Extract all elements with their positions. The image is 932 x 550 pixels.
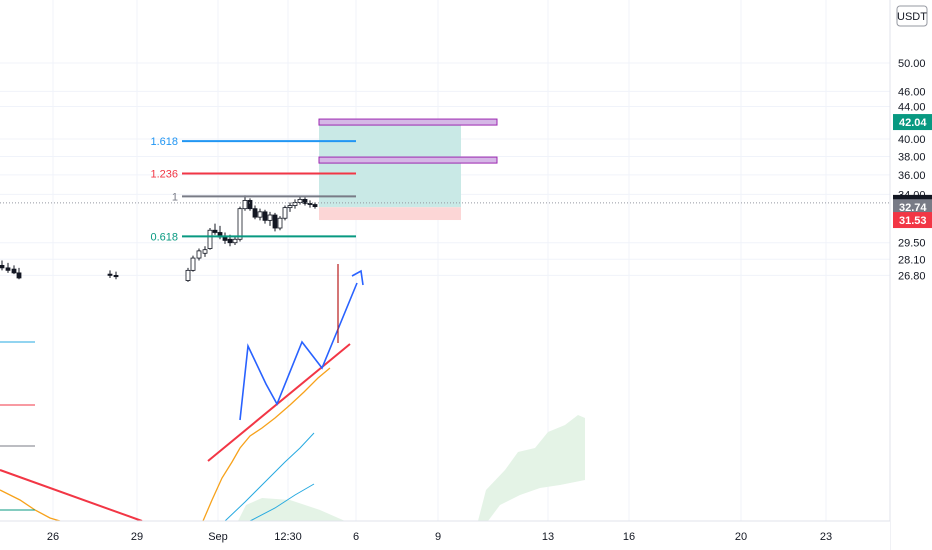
stop-zone <box>319 207 461 221</box>
time-tick-label: 26 <box>47 531 59 543</box>
unit-label: USDT <box>897 11 927 23</box>
candle-body <box>11 268 17 274</box>
time-tick-label: 23 <box>820 531 832 543</box>
time-tick-label: 13 <box>542 531 554 543</box>
candle-body <box>302 199 308 204</box>
ichimoku-cloud <box>238 415 585 521</box>
moving-averages <box>0 341 331 522</box>
price-tick-label: 46.00 <box>898 86 926 98</box>
time-tick-label: 6 <box>353 531 359 543</box>
drawing-tools[interactable] <box>0 264 364 522</box>
descending-trend-line <box>0 469 143 522</box>
ma-slow-line <box>224 432 315 522</box>
price-tick-label: 44.00 <box>898 102 926 114</box>
candle-body <box>237 208 243 240</box>
candle-body <box>196 250 202 259</box>
ma-fast-line <box>0 489 61 522</box>
price-badge <box>893 199 932 216</box>
time-tick-label: 20 <box>735 531 747 543</box>
fib-level-label: 0.618 <box>150 231 178 243</box>
candle-body <box>267 214 273 221</box>
price-tick-label: 38.00 <box>898 151 926 163</box>
time-axis-background <box>0 521 890 550</box>
price-badge-label: 42.04 <box>899 117 927 129</box>
candle-body <box>190 257 196 271</box>
long-position-tool[interactable] <box>319 122 461 221</box>
candle-body <box>257 211 263 218</box>
price-tick-label: 40.00 <box>898 134 926 146</box>
candle-body <box>222 236 228 241</box>
ma-slow-line <box>249 483 315 522</box>
price-badge <box>893 114 932 131</box>
candle-body <box>242 200 248 210</box>
candle-body <box>307 203 313 205</box>
fib-level-label: 1.618 <box>150 136 178 148</box>
time-tick-label: 9 <box>435 531 441 543</box>
candle-body <box>207 229 213 249</box>
resistance-zone <box>318 118 498 126</box>
projection-arrowhead <box>351 269 364 286</box>
candle-body <box>247 200 253 210</box>
candle-body <box>5 267 11 271</box>
resistance-zones[interactable] <box>318 118 498 164</box>
price-axis[interactable]: 50.0046.0044.0040.0038.0036.0034.0029.50… <box>889 0 932 550</box>
candle-body <box>252 208 258 218</box>
candle-body <box>212 229 218 233</box>
ascending-trend-line <box>207 343 351 462</box>
time-tick-label: 29 <box>131 531 143 543</box>
candle-body <box>277 217 283 229</box>
cloud-area <box>238 498 345 521</box>
price-tick-label: 36.00 <box>898 170 926 182</box>
candle-body <box>0 264 5 269</box>
fibonacci-retracement[interactable]: 1.618 1.236 1 0.618 <box>0 136 890 243</box>
price-axis-background <box>890 0 932 550</box>
price-badge-label: 31.53 <box>899 215 927 227</box>
candle-body <box>287 205 293 209</box>
cloud-area <box>478 415 585 521</box>
candle-body <box>232 238 238 244</box>
candle-body <box>272 214 278 229</box>
time-tick-label: 16 <box>623 531 635 543</box>
time-tick-label: 12:30 <box>274 531 302 543</box>
candle-body <box>185 269 191 281</box>
candle-body <box>107 273 113 276</box>
price-badge <box>893 212 932 229</box>
candle-body <box>16 272 22 279</box>
ma-fast-line <box>202 367 331 522</box>
candle-body <box>297 199 303 203</box>
resistance-zone <box>318 156 498 164</box>
candle-body <box>227 238 233 244</box>
candle-body <box>202 249 208 254</box>
fib-level-label: 1.236 <box>150 168 178 180</box>
price-tick-label: 28.10 <box>898 254 926 266</box>
price-tick-label: 50.00 <box>898 58 926 70</box>
candle-body <box>282 207 288 219</box>
time-tick-label: Sep <box>208 531 228 543</box>
candle-body <box>113 275 119 278</box>
unit-badge <box>896 5 928 27</box>
candle-body <box>312 204 318 207</box>
projection-path <box>239 282 358 421</box>
fib-level-label: 1 <box>172 191 178 203</box>
price-tick-label: 26.80 <box>898 270 926 282</box>
candlestick-series <box>0 195 318 282</box>
candle-body <box>262 211 268 221</box>
grid-lines <box>0 0 890 521</box>
profit-zone <box>319 122 461 208</box>
price-tick-label: 29.50 <box>898 238 926 250</box>
time-axis[interactable]: 26 29 Sep 12:30 6 9 13 16 20 23 <box>0 520 890 550</box>
price-badge-label: 32.74 <box>899 202 927 214</box>
